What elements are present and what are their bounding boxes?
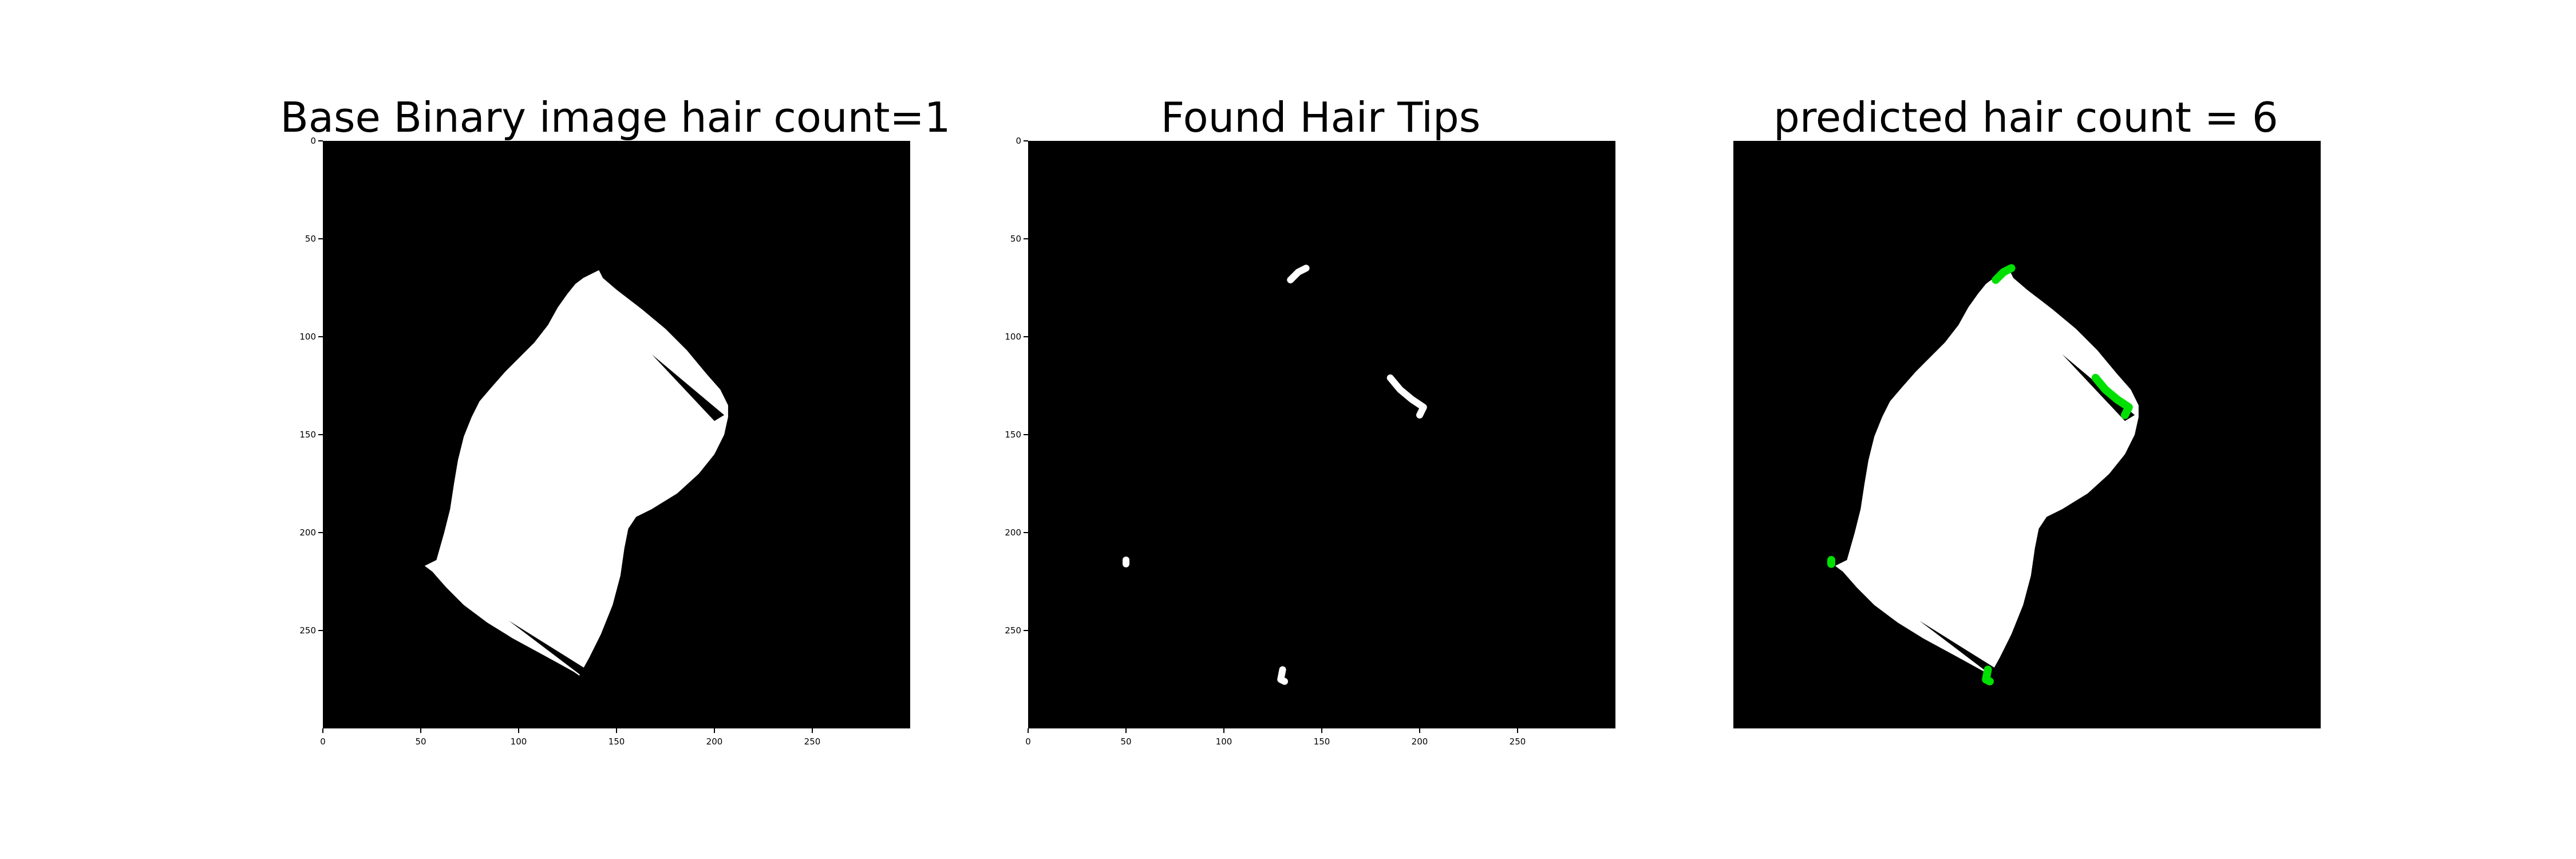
y-tick-label: 100 — [299, 332, 316, 342]
panel-predicted-hair-count: predicted hair count = 6 — [1733, 93, 2321, 728]
hair-tip-highlight — [1992, 264, 2016, 284]
dark-gap — [508, 620, 587, 676]
dark-gap — [651, 354, 725, 421]
dark-gap — [2062, 354, 2135, 421]
x-tick-label: 50 — [415, 736, 426, 747]
x-tick-label: 0 — [1025, 736, 1031, 747]
x-tick-label: 100 — [1216, 736, 1232, 747]
panel-title: Found Hair Tips — [1161, 93, 1481, 141]
hair-tip — [1386, 374, 1427, 419]
panel-found-hair-tips: Found Hair Tips 0 50 100 150 200 250 0 50 100 15… — [1005, 93, 1615, 747]
y-tick-label: 100 — [1005, 332, 1021, 342]
y-axis: 0 50 100 150 200 250 — [299, 136, 323, 636]
x-axis: 0 50 100 150 200 250 — [1025, 728, 1526, 747]
y-tick-label: 0 — [310, 136, 316, 146]
image-area — [1028, 141, 1615, 728]
hair-tip — [1287, 265, 1310, 283]
x-tick-label: 150 — [609, 736, 625, 747]
x-tick-label: 250 — [804, 736, 821, 747]
y-tick-label: 50 — [1010, 234, 1021, 244]
panel-title: predicted hair count = 6 — [1773, 93, 2278, 141]
y-tick-label: 150 — [299, 430, 316, 440]
white-region — [1835, 270, 2139, 676]
hair-tip-highlight — [1982, 665, 1994, 685]
x-axis: 0 50 100 150 200 250 — [320, 728, 820, 747]
x-tick-label: 50 — [1120, 736, 1131, 747]
x-tick-label: 0 — [320, 736, 326, 747]
y-tick-label: 200 — [1005, 527, 1021, 538]
panel-base-binary-image: Base Binary image hair count=1 0 50 100 150… — [280, 93, 950, 747]
y-tick-label: 50 — [305, 234, 316, 244]
y-tick-label: 150 — [1005, 430, 1021, 440]
plot-marks — [1123, 265, 1427, 685]
y-tick-label: 250 — [1005, 625, 1021, 636]
y-tick-label: 250 — [299, 625, 316, 636]
dark-gap — [1919, 620, 1998, 676]
x-tick-label: 200 — [1412, 736, 1428, 747]
plot-marks — [1827, 264, 2139, 685]
y-tick-label: 0 — [1016, 136, 1021, 146]
x-tick-label: 100 — [511, 736, 527, 747]
y-tick-label: 200 — [299, 527, 316, 538]
x-tick-label: 200 — [706, 736, 723, 747]
x-tick-label: 250 — [1510, 736, 1526, 747]
x-tick-label: 150 — [1314, 736, 1330, 747]
y-axis: 0 50 100 150 200 250 — [1005, 136, 1028, 636]
hair-tip — [1277, 666, 1288, 685]
white-region — [424, 270, 728, 676]
hair-tip-highlight — [2091, 373, 2133, 419]
panel-title: Base Binary image hair count=1 — [280, 93, 950, 141]
plot-marks — [424, 270, 728, 676]
